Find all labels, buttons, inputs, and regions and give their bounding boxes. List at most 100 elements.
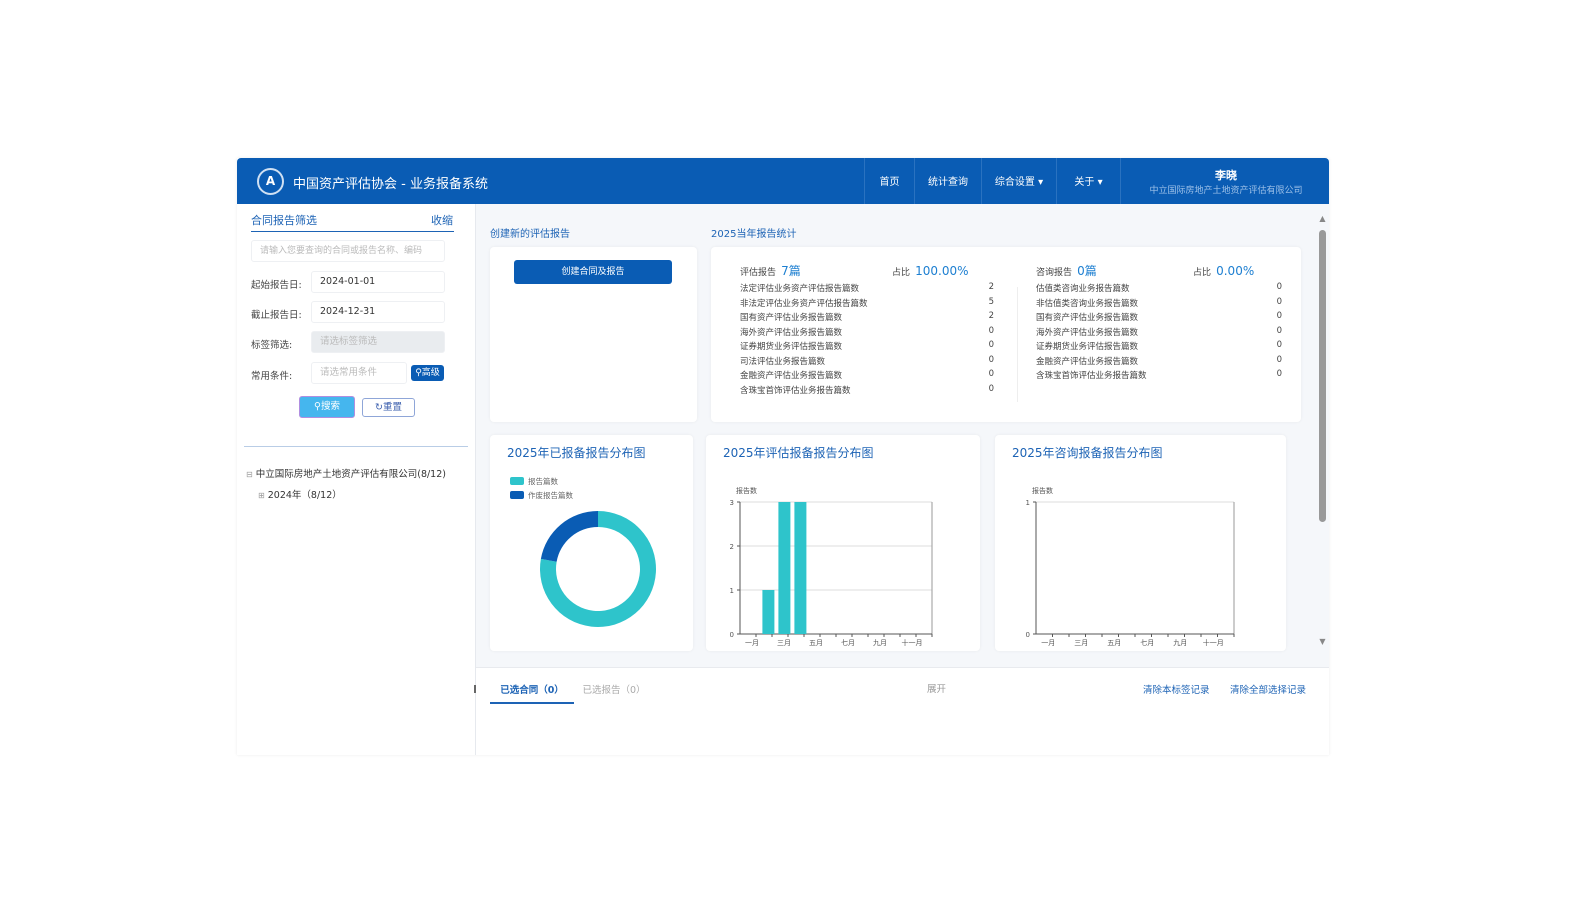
stat-label: 证券期货业务评估报告篇数 — [1036, 342, 1139, 352]
search-icon: ⚲ — [314, 401, 321, 412]
stat-label: 司法评估业务报告篇数 — [740, 356, 826, 367]
y-tick-label: 1 — [1026, 499, 1030, 507]
expand-link[interactable]: 展开 — [927, 684, 947, 695]
filter-panel: 合同报告筛选 收缩 请输入您要查询的合同或报告名称、编码 起始报告日: 2024… — [237, 204, 476, 755]
search-input[interactable]: 请输入您要查询的合同或报告名称、编码 — [251, 240, 445, 262]
search-button[interactable]: ⚲搜索 — [299, 396, 355, 418]
x-tick-label: 一月 — [745, 639, 759, 647]
stat-label: 金融资产评估业务报告篇数 — [1036, 356, 1139, 367]
stat-label: 估值类咨询业务报告篇数 — [1036, 284, 1130, 294]
collapse-icon[interactable]: ⊟ — [246, 470, 253, 479]
legend-label: 作废报告篇数 — [528, 490, 573, 500]
collapse-link[interactable]: 收缩 — [431, 214, 453, 227]
stat-label: 非法定评估业务资产评估报告篇数 — [740, 298, 868, 309]
ratio-label: 占比 — [1193, 268, 1212, 278]
tag-label: 标签筛选: — [251, 340, 293, 351]
y-tick-label: 2 — [730, 543, 734, 551]
condition-select[interactable]: 请选常用条件 — [311, 362, 407, 384]
tree-root-label: 中立国际房地产土地资产评估有限公司(8/12) — [255, 469, 446, 480]
clear-all-link[interactable]: 清除全部选择记录 — [1230, 685, 1307, 696]
stat-label: 国有资产评估业务报告篇数 — [740, 313, 843, 323]
stat-value: 2 — [988, 282, 994, 292]
tag-select[interactable]: 请选标签筛选 — [311, 331, 445, 353]
y-axis-label: 报告数 — [736, 486, 757, 495]
stat-row: 海外资产评估业务报告篇数 0 — [1036, 326, 1282, 341]
expand-icon[interactable]: ⊞ — [258, 491, 265, 500]
x-tick-label: 三月 — [1074, 639, 1088, 647]
x-tick-label: 三月 — [777, 639, 791, 647]
end-date-input[interactable]: 2024-12-31 — [311, 301, 445, 323]
stat-label: 海外资产评估业务报告篇数 — [1036, 327, 1139, 338]
legend-swatch — [510, 477, 524, 485]
x-tick-label: 一月 — [1041, 639, 1055, 647]
stat-row: 国有资产评估业务报告篇数 0 — [1036, 311, 1282, 326]
stat-value: 0 — [1276, 325, 1282, 336]
eval-bar-chart: 报告数 0 1 2 3 一月 三月 五月 七月 九月 十一月 — [730, 486, 933, 647]
advanced-button[interactable]: ⚲高级 — [411, 365, 444, 381]
y-tick-label: 0 — [1026, 631, 1030, 639]
scrollbar-thumb[interactable] — [1319, 230, 1326, 522]
consult-ratio: 0.00% — [1216, 264, 1255, 278]
main-content: 创建新的评估报告 2025当年报告统计 创建合同及报告 评估报告 7篇 占比 1… — [474, 204, 1329, 755]
tree-item-label: 2024年（8/12） — [267, 490, 342, 501]
reset-button[interactable]: ↻重置 — [362, 398, 415, 417]
x-tick-label: 十一月 — [1203, 638, 1224, 647]
x-tick-label: 九月 — [873, 638, 887, 647]
clear-tab-link[interactable]: 清除本标签记录 — [1143, 685, 1210, 696]
stat-value: 0 — [988, 340, 994, 350]
stat-value: 0 — [1276, 282, 1282, 292]
stats-card: 评估报告 7篇 占比 100.00% 法定评估业务资产评估报告篇数 2 非法定评估业… — [711, 247, 1301, 422]
x-tick-label: 十一月 — [902, 638, 923, 647]
header: A 中国资产评估协会 - 业务报备系统 首页 统计查询 综合设置 ▾ 关于 ▾ … — [237, 158, 1329, 204]
legend-label: 报告篇数 — [528, 476, 558, 486]
consult-label: 咨询报告 — [1036, 268, 1073, 278]
tree-item-2024[interactable]: ⊞ 2024年（8/12） — [258, 487, 342, 501]
nav-about[interactable]: 关于 ▾ — [1056, 158, 1120, 204]
consult-bar-chart: 报告数 0 1 一月 三月 五月 七月 九月 十一月 — [1026, 486, 1235, 647]
create-contract-button[interactable]: 创建合同及报告 — [514, 260, 672, 284]
stat-row: 法定评估业务资产评估报告篇数 2 — [740, 282, 994, 297]
search-icon: ⚲ — [415, 368, 422, 378]
eval-ratio: 100.00% — [915, 264, 969, 278]
stat-label: 法定评估业务资产评估报告篇数 — [740, 284, 860, 294]
nav-home[interactable]: 首页 — [864, 158, 914, 204]
consult-count: 0篇 — [1077, 264, 1097, 278]
user-menu[interactable]: 李晓 中立国际房地产土地资产评估有限公司 — [1121, 167, 1331, 196]
stat-value: 0 — [988, 354, 994, 365]
app-window: A 中国资产评估协会 - 业务报备系统 首页 统计查询 综合设置 ▾ 关于 ▾ … — [237, 158, 1329, 755]
user-name: 李晓 — [1215, 169, 1237, 182]
nav-stats[interactable]: 统计查询 — [914, 158, 981, 204]
selection-panel: 已选合同（0） 已选报告（0） 展开 清除本标签记录 清除全部选择记录 — [474, 667, 1329, 755]
stat-value: 0 — [1276, 369, 1282, 379]
reset-label: 重置 — [382, 402, 402, 413]
stat-row: 司法评估业务报告篇数 0 — [740, 355, 994, 370]
x-tick-label: 七月 — [1140, 638, 1154, 647]
stat-value: 0 — [1276, 296, 1282, 307]
stat-value: 0 — [988, 325, 994, 336]
stat-label: 非估值类咨询业务报告篇数 — [1036, 298, 1139, 309]
stat-value: 0 — [1276, 340, 1282, 350]
end-date-label: 截止报告日: — [251, 310, 302, 321]
donut-slice — [540, 511, 598, 562]
stat-value: 0 — [1276, 354, 1282, 365]
consult-stats: 咨询报告 0篇 占比 0.00% 估值类咨询业务报告篇数 0 非估值类咨询业务报告篇… — [1036, 260, 1282, 384]
stat-value: 5 — [988, 296, 994, 307]
nav-settings[interactable]: 综合设置 ▾ — [981, 158, 1056, 204]
refresh-icon: ↻ — [375, 402, 383, 413]
start-date-input[interactable]: 2024-01-01 — [311, 271, 445, 293]
stat-row: 含珠宝首饰评估业务报告篇数 0 — [1036, 369, 1282, 384]
chart-card-total: 2025年已报备报告分布图 报告篇数 作废报告篇数 — [490, 435, 693, 651]
bar — [762, 590, 775, 634]
tree-root[interactable]: ⊟ 中立国际房地产土地资产评估有限公司(8/12) — [246, 466, 446, 480]
filter-title: 合同报告筛选 — [251, 214, 317, 227]
stat-row: 证券期货业务评估报告篇数 0 — [1036, 340, 1282, 355]
stat-label: 含珠宝首饰评估业务报告篇数 — [740, 385, 851, 396]
stat-row: 国有资产评估业务报告篇数 2 — [740, 311, 994, 326]
stat-label: 国有资产评估业务报告篇数 — [1036, 313, 1139, 323]
tab-selected-contracts[interactable]: 已选合同（0） — [490, 682, 574, 704]
stat-value: 2 — [988, 311, 994, 321]
tab-selected-reports[interactable]: 已选报告（0） — [582, 685, 646, 696]
scrollbar[interactable]: ▲ ▼ — [1319, 214, 1326, 646]
stat-row: 非估值类咨询业务报告篇数 0 — [1036, 297, 1282, 312]
